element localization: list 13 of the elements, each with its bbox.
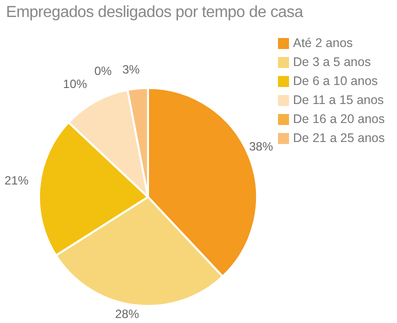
legend-label: De 11 a 15 anos (293, 93, 384, 107)
data-label: 21% (4, 173, 29, 188)
data-label: 28% (115, 307, 140, 322)
legend-label: De 21 a 25 anos (293, 131, 385, 145)
data-label: 38% (249, 140, 274, 154)
chart-title: Empregados desligados por tempo de casa (6, 4, 303, 22)
legend-label: Até 2 anos (293, 36, 353, 50)
legend-label: De 3 a 5 anos (293, 55, 371, 69)
data-label: 10% (63, 77, 88, 92)
legend-label: De 6 a 10 anos (293, 74, 378, 88)
text: 0% (94, 64, 112, 78)
legend-label: De 16 a 20 anos (293, 112, 385, 126)
data-label: 3% (122, 62, 140, 77)
